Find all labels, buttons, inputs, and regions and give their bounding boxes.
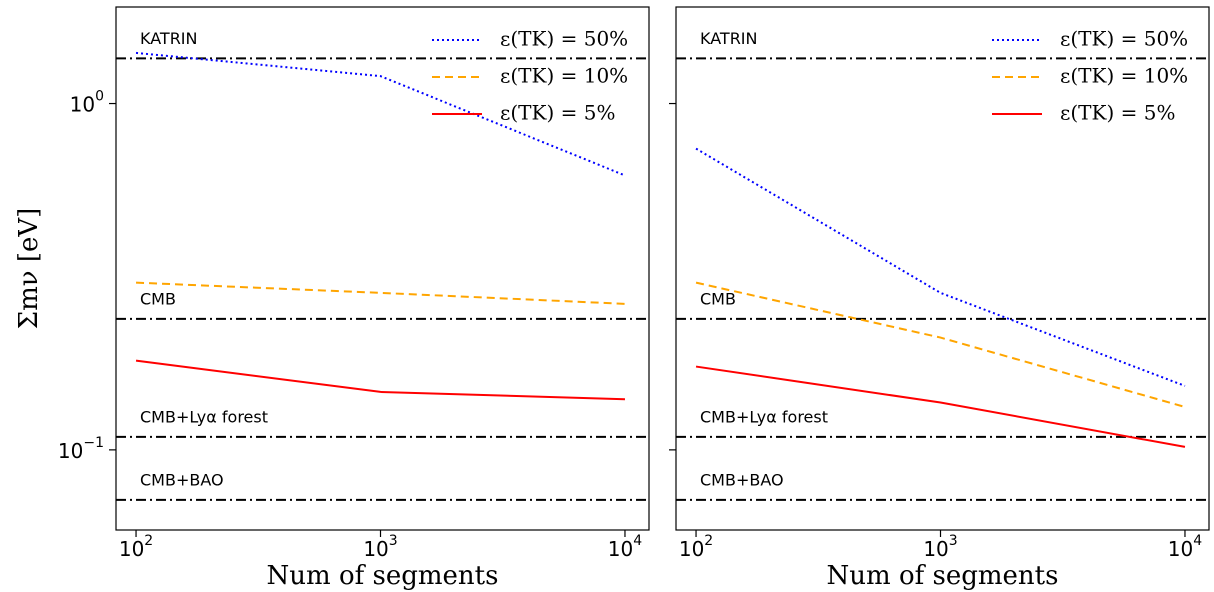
reference-label: KATRIN [700, 29, 758, 48]
y-axis-label: Σmν [eV] [14, 208, 44, 330]
tick-exponent: 3 [949, 533, 958, 549]
tick-exponent: 4 [1193, 533, 1202, 549]
tick-base: 10 [70, 92, 95, 116]
x-axis-label: Num of segments [827, 561, 1059, 591]
x-tick-label: 103 [363, 533, 397, 561]
reference-label: CMB+BAO [140, 470, 224, 489]
reference-label: CMB+Lyα forest [700, 407, 828, 426]
legend-label: ε(TK) = 50% [1060, 27, 1188, 51]
tick-base: 10 [58, 438, 83, 462]
tick-base: 10 [1168, 537, 1193, 561]
legend-label: ε(TK) = 5% [1060, 101, 1175, 125]
tick-exponent: 2 [144, 533, 153, 549]
plot-frame [675, 6, 1210, 531]
y-tick-label: 100 [70, 89, 104, 117]
legend-label: ε(TK) = 5% [500, 101, 615, 125]
tick-exponent: 2 [704, 533, 713, 549]
legend-label: ε(TK) = 10% [500, 64, 628, 88]
x-axis-label: Num of segments [267, 561, 499, 591]
series-line [135, 51, 626, 177]
tick-exponent: 0 [95, 89, 104, 105]
tick-exponent: 3 [389, 533, 398, 549]
series-line [135, 281, 626, 305]
reference-label: KATRIN [140, 29, 198, 48]
y-tick-label: 10−1 [58, 435, 104, 463]
reference-label: CMB [140, 289, 176, 308]
tick-base: 10 [363, 537, 388, 561]
series-line [695, 365, 1186, 448]
x-tick-label: 102 [119, 533, 153, 561]
x-tick-label: 103 [923, 533, 957, 561]
tick-base: 10 [608, 537, 633, 561]
plot-frame [115, 6, 650, 531]
reference-label: CMB+BAO [700, 470, 784, 489]
series-line [695, 281, 1186, 408]
series-line [695, 147, 1186, 387]
legend-label: ε(TK) = 10% [1060, 64, 1188, 88]
legend-label: ε(TK) = 50% [500, 27, 628, 51]
tick-base: 10 [679, 537, 704, 561]
reference-label: CMB+Lyα forest [140, 407, 268, 426]
series-line [135, 359, 626, 401]
tick-exponent: −1 [83, 435, 104, 451]
x-tick-label: 104 [1168, 533, 1202, 561]
reference-label: CMB [700, 289, 736, 308]
tick-exponent: 4 [633, 533, 642, 549]
tick-base: 10 [119, 537, 144, 561]
x-tick-label: 102 [679, 533, 713, 561]
x-tick-label: 104 [608, 533, 642, 561]
tick-base: 10 [923, 537, 948, 561]
